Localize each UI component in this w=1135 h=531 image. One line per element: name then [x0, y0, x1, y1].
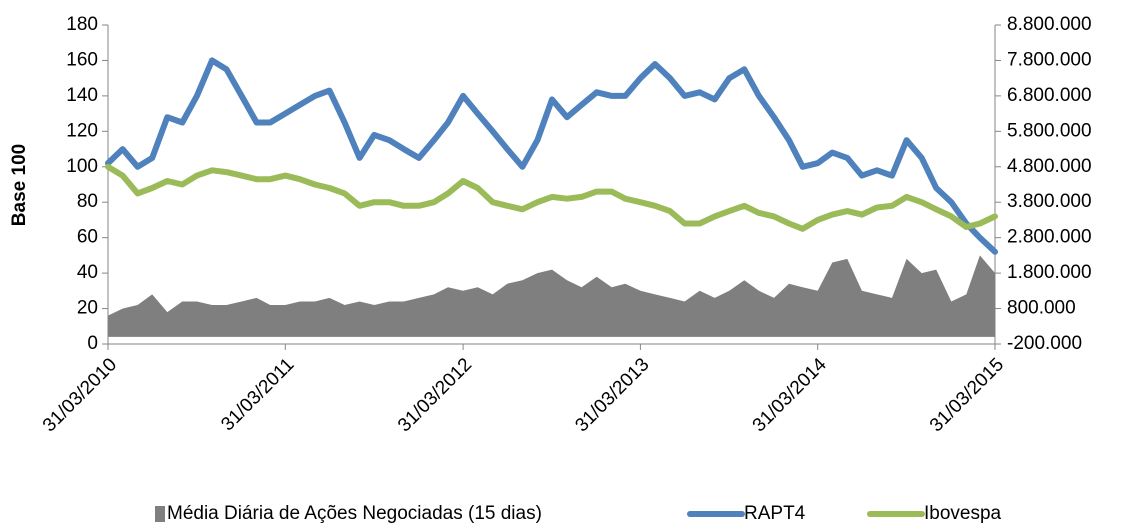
y2-tick-label: 5.800.000 [1007, 120, 1092, 141]
y2-tick-label: 7.800.000 [1007, 49, 1092, 70]
y-tick-label: 0 [87, 333, 98, 354]
y-tick-label: 180 [66, 14, 98, 35]
y2-tick-label: 800.000 [1007, 298, 1076, 319]
y-tick-label: 60 [77, 227, 98, 248]
y-axis-label: Base 100 [9, 144, 30, 226]
y-tick-label: 120 [66, 120, 98, 141]
y-tick-label: 20 [77, 298, 98, 319]
legend-label: RAPT4 [744, 503, 806, 524]
y2-tick-label: 2.800.000 [1007, 227, 1092, 248]
y2-tick-label: 6.800.000 [1007, 85, 1092, 106]
legend-swatch [155, 506, 165, 522]
area [108, 255, 995, 337]
x-tick-label: 31/03/2015 [926, 354, 1008, 436]
x-tick-label: 31/03/2014 [749, 354, 831, 436]
line [105, 57, 998, 255]
x-tick-label: 31/03/2010 [39, 354, 121, 436]
y-tick-label: 100 [66, 156, 98, 177]
y2-tick-label: -200.000 [1007, 333, 1082, 354]
y2-tick-label: 3.800.000 [1007, 191, 1092, 212]
y2-tick-label: 4.800.000 [1007, 156, 1092, 177]
y-tick-label: 140 [66, 85, 98, 106]
legend-label: Ibovespa [924, 503, 1002, 524]
y-tick-label: 160 [66, 49, 98, 70]
line [105, 163, 998, 232]
x-tick-label: 31/03/2012 [394, 354, 476, 436]
legend-label: Média Diária de Ações Negociadas (15 dia… [167, 503, 542, 524]
x-tick-label: 31/03/2013 [571, 354, 653, 436]
y-tick-label: 80 [77, 191, 98, 212]
y2-tick-label: 8.800.000 [1007, 14, 1092, 35]
y-tick-label: 40 [77, 262, 98, 283]
y2-tick-label: 1.800.000 [1007, 262, 1092, 283]
x-tick-label: 31/03/2011 [217, 354, 298, 435]
